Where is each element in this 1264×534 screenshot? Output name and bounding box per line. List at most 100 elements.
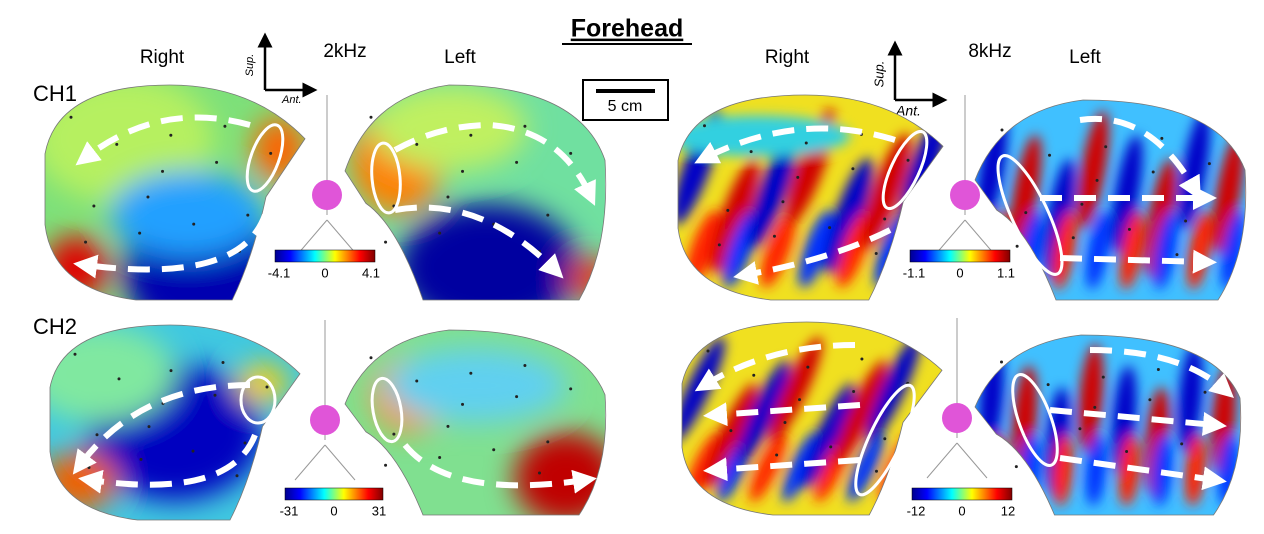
colorbar-label: 31 (372, 503, 386, 518)
electrode (148, 425, 151, 428)
electrode (492, 448, 495, 451)
side-label: Right (140, 47, 185, 68)
electrode (244, 441, 247, 444)
scale-bar: 5 cm (583, 80, 668, 120)
electrode (546, 214, 549, 217)
electrode (523, 364, 526, 367)
electrode (721, 462, 724, 465)
electrode (773, 235, 776, 238)
electrode (214, 394, 217, 397)
electrode (1184, 220, 1187, 223)
electrode (1072, 236, 1075, 239)
electrode (446, 425, 449, 428)
electrode (1048, 154, 1051, 157)
electrode (1208, 162, 1211, 165)
electrode (538, 472, 541, 475)
figure: Forehead Right 2kHz Left Right 8kHz Left… (0, 0, 1264, 534)
electrode (461, 403, 464, 406)
electrode (546, 440, 549, 443)
electrode (469, 134, 472, 137)
electrode (796, 176, 799, 179)
colorbar-label: -31 (280, 503, 299, 518)
electrode (438, 456, 441, 459)
electrode (461, 170, 464, 173)
electrode (146, 196, 149, 199)
colorbar-label: 0 (330, 503, 337, 518)
electrode (236, 474, 239, 477)
electrode (1157, 368, 1160, 371)
electrode (74, 353, 77, 356)
electrode (775, 453, 778, 456)
electrode (1080, 203, 1083, 206)
axes-sketch (295, 320, 355, 480)
electrode (852, 390, 855, 393)
electrode (798, 398, 801, 401)
direction-label: Sup. (244, 54, 256, 77)
electrode (1078, 427, 1081, 430)
electrode (170, 369, 173, 372)
electrode (783, 421, 786, 424)
electrode (1015, 465, 1018, 468)
colorbar-label: 0 (958, 503, 965, 518)
electrode (523, 125, 526, 128)
colorbar-label: -12 (907, 503, 926, 518)
colorbar-label: 12 (1001, 503, 1015, 518)
side-label: Right (765, 47, 810, 68)
ear-marker (310, 405, 340, 435)
electrode (469, 372, 472, 375)
row-label: CH2 (33, 314, 77, 339)
electrode (1160, 137, 1163, 140)
electrode (266, 386, 269, 389)
ear-marker (950, 180, 980, 210)
electrode (392, 433, 395, 436)
ear-marker (312, 180, 342, 210)
electrode (1016, 245, 1019, 248)
electrode (883, 437, 886, 440)
frequency-label: 2kHz (323, 41, 366, 62)
colorbar (910, 250, 1010, 262)
electrode (1093, 406, 1096, 409)
row-label: CH1 (33, 81, 77, 106)
side-label: Left (444, 47, 476, 68)
electrode (883, 218, 886, 221)
electrode (96, 433, 99, 436)
electrode (415, 143, 418, 146)
electrode (860, 358, 863, 361)
electrode (446, 196, 449, 199)
map-blob (514, 432, 618, 525)
electrode (1175, 253, 1178, 256)
electrode (246, 214, 249, 217)
electrode (729, 429, 732, 432)
electrode (781, 200, 784, 203)
electrode (138, 232, 141, 235)
electrode (1104, 145, 1107, 148)
page: Forehead Right 2kHz Left Right 8kHz Left… (0, 0, 1264, 534)
electrode (851, 167, 854, 170)
electrode (726, 209, 729, 212)
electrode (703, 124, 706, 127)
axes-sketch (927, 318, 987, 478)
electrode (222, 361, 225, 364)
electrode (1001, 129, 1004, 132)
electrode (1125, 450, 1128, 453)
colorbar-label: 0 (956, 265, 963, 280)
scale-bar-label: 5 cm (608, 98, 643, 115)
colorbar (275, 250, 375, 262)
head-map (32, 74, 305, 343)
electrode (829, 445, 832, 448)
map-blob (384, 349, 566, 423)
electrode (750, 150, 753, 153)
electrode (169, 134, 172, 137)
direction-label: Ant. (281, 94, 302, 106)
electrode (718, 243, 721, 246)
electrode (875, 252, 878, 255)
colorbar-label: 1.1 (997, 265, 1015, 280)
electrode (828, 226, 831, 229)
electrode (752, 374, 755, 377)
electrode (515, 161, 518, 164)
electrode (384, 464, 387, 467)
side-label: Left (1069, 47, 1101, 68)
electrode (192, 223, 195, 226)
electrode (370, 116, 373, 119)
electrode (438, 232, 441, 235)
